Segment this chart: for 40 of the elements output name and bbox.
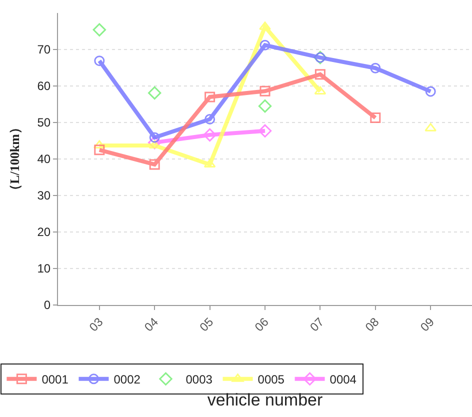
legend-label: 0002 <box>114 372 141 387</box>
x-tick-label: 08 <box>362 314 382 334</box>
x-tick-label: 07 <box>307 314 327 334</box>
point <box>425 86 436 97</box>
legend-label: 0004 <box>330 372 357 387</box>
point <box>259 22 271 30</box>
point <box>203 128 216 142</box>
point <box>204 114 216 124</box>
point <box>148 86 162 100</box>
point <box>94 144 105 156</box>
x-tick-label: 05 <box>196 314 216 334</box>
y-tick-label: 10 <box>37 262 51 276</box>
x-axis-title: vehicle number <box>207 390 323 410</box>
point <box>314 69 326 80</box>
point <box>149 159 160 170</box>
point <box>92 23 106 36</box>
y-tick-label: 60 <box>37 79 51 94</box>
point <box>204 92 216 102</box>
point <box>260 40 270 50</box>
x-tick-label: 04 <box>142 314 162 334</box>
point <box>258 99 272 113</box>
x-tick-label: 03 <box>86 314 106 334</box>
point <box>94 56 105 66</box>
legend-label: 0003 <box>186 372 213 387</box>
point <box>260 86 270 96</box>
y-tick-label: 0 <box>44 298 51 312</box>
y-axis-title: （L/100km） <box>7 121 22 197</box>
y-tick-label: 30 <box>37 188 51 203</box>
point <box>258 124 272 138</box>
point <box>149 132 160 143</box>
y-tick-label: 20 <box>37 225 51 240</box>
y-tick-label: 40 <box>37 152 51 166</box>
point <box>370 62 381 74</box>
y-tick-label: 70 <box>37 42 51 57</box>
legend-label: 0001 <box>42 372 69 387</box>
x-tick-label: 06 <box>252 314 272 334</box>
y-tick-label: 50 <box>37 116 51 130</box>
legend-label: 0005 <box>258 372 285 387</box>
x-tick-label: 09 <box>418 314 438 334</box>
point <box>370 112 381 124</box>
